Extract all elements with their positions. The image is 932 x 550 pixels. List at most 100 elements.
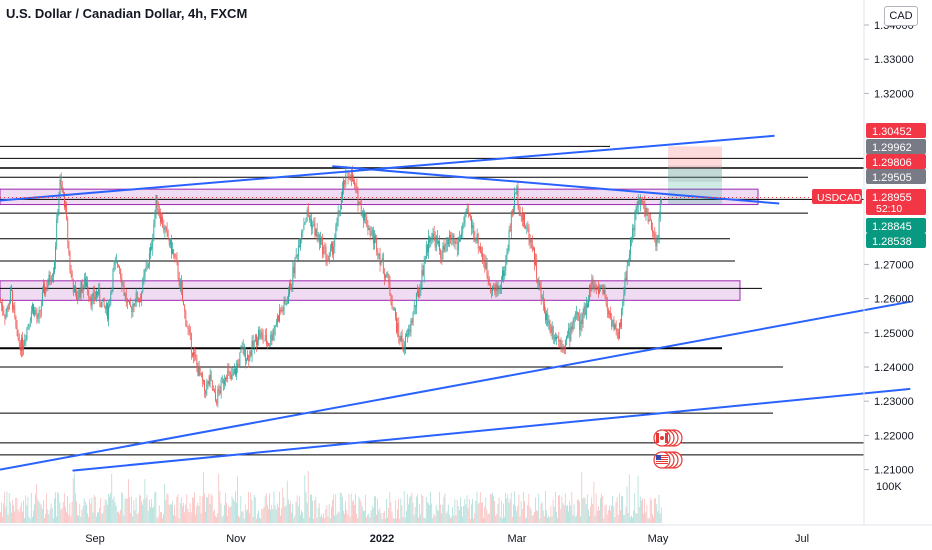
volume-bar [357,517,359,523]
volume-bar [210,493,212,523]
volume-bar [311,494,312,523]
candle-body [39,310,41,312]
candle-body [599,287,600,294]
volume-bar [261,508,263,523]
volume-bar [216,517,217,523]
volume-bar [67,496,68,523]
candle-body [415,292,417,307]
candle-body [219,390,221,394]
volume-bar [319,516,321,523]
volume-bar [351,501,353,523]
volume-bar [489,493,491,523]
candle-body [240,348,242,353]
volume-bar [625,507,627,523]
volume-scale-label: 100K [876,481,902,493]
candle-body [548,320,550,325]
price-tag-value: 1.29505 [872,172,912,184]
volume-bar [18,511,20,523]
volume-bar [586,494,588,523]
candle-body [33,304,34,315]
volume-bar [325,509,327,523]
candle-body [475,240,477,241]
candle-body [335,225,337,238]
candle-body [420,288,422,289]
volume-bar [124,499,126,523]
volume-bar [407,494,408,523]
volume-bar [304,475,306,523]
candle-body [301,232,302,240]
x-axis-tick-label: Nov [226,533,246,545]
candle-body [381,258,383,262]
volume-bar [171,504,172,523]
price-tag [866,218,926,233]
candle-body [153,224,155,240]
volume-bar [563,505,565,523]
candle-body [44,284,45,295]
volume-bar [468,499,470,523]
maple-leaf [660,436,664,440]
candle-body [647,214,649,222]
volume-bar [141,501,142,523]
candle-body [296,254,298,258]
volume-bar [152,507,153,523]
candle-body [492,286,493,292]
candle-body [4,314,6,319]
volume-bar [540,503,542,523]
volume-bar [172,501,173,523]
candle-body [210,374,212,381]
candle-body [631,239,632,240]
flag-stripe [656,457,668,458]
candle-body [494,286,496,292]
candle-body [486,262,488,276]
volume-bar [342,497,343,523]
volume-bar [466,495,468,523]
candle-body [485,262,487,269]
volume-bar [397,509,398,523]
candle-body [411,320,413,323]
candle-body [617,331,619,339]
volume-bar [146,494,148,523]
candle-body [229,371,231,374]
candle-body [362,212,364,221]
volume-bar [134,510,136,523]
candle-body [354,180,355,186]
volume-bar [553,506,555,523]
volume-bar [536,510,537,523]
candle-body [413,305,415,312]
volume-bar [490,494,492,523]
volume-bar [211,495,213,523]
volume-bar [269,493,270,523]
volume-bar [393,518,395,523]
candle-body [16,326,18,330]
volume-bar [307,470,309,523]
candle-body [635,211,637,214]
volume-bar [615,502,617,523]
candle-body [449,234,450,240]
candle-body [541,297,543,299]
candle-body [610,313,611,318]
candle-body [343,180,344,189]
volume-bar [660,507,662,523]
volume-bar [55,492,56,523]
volume-bar [511,516,513,523]
candle-body [193,352,194,357]
candle-body [103,298,105,306]
candle-body [34,310,35,315]
volume-bar [154,492,156,523]
candle-body [430,239,432,243]
volume-bar [223,505,225,523]
candle-body [497,285,499,291]
candle-body [167,231,169,240]
volume-bar [545,491,546,523]
candle-body [620,322,621,327]
volume-bar [88,517,89,523]
candle-body [349,177,351,180]
volume-bar [190,512,192,523]
candle-body [440,249,442,258]
volume-bar [472,498,473,523]
candle-body [221,378,223,380]
currency-label[interactable]: CAD [884,6,918,26]
candle-body [551,326,553,333]
volume-bar [118,511,119,523]
